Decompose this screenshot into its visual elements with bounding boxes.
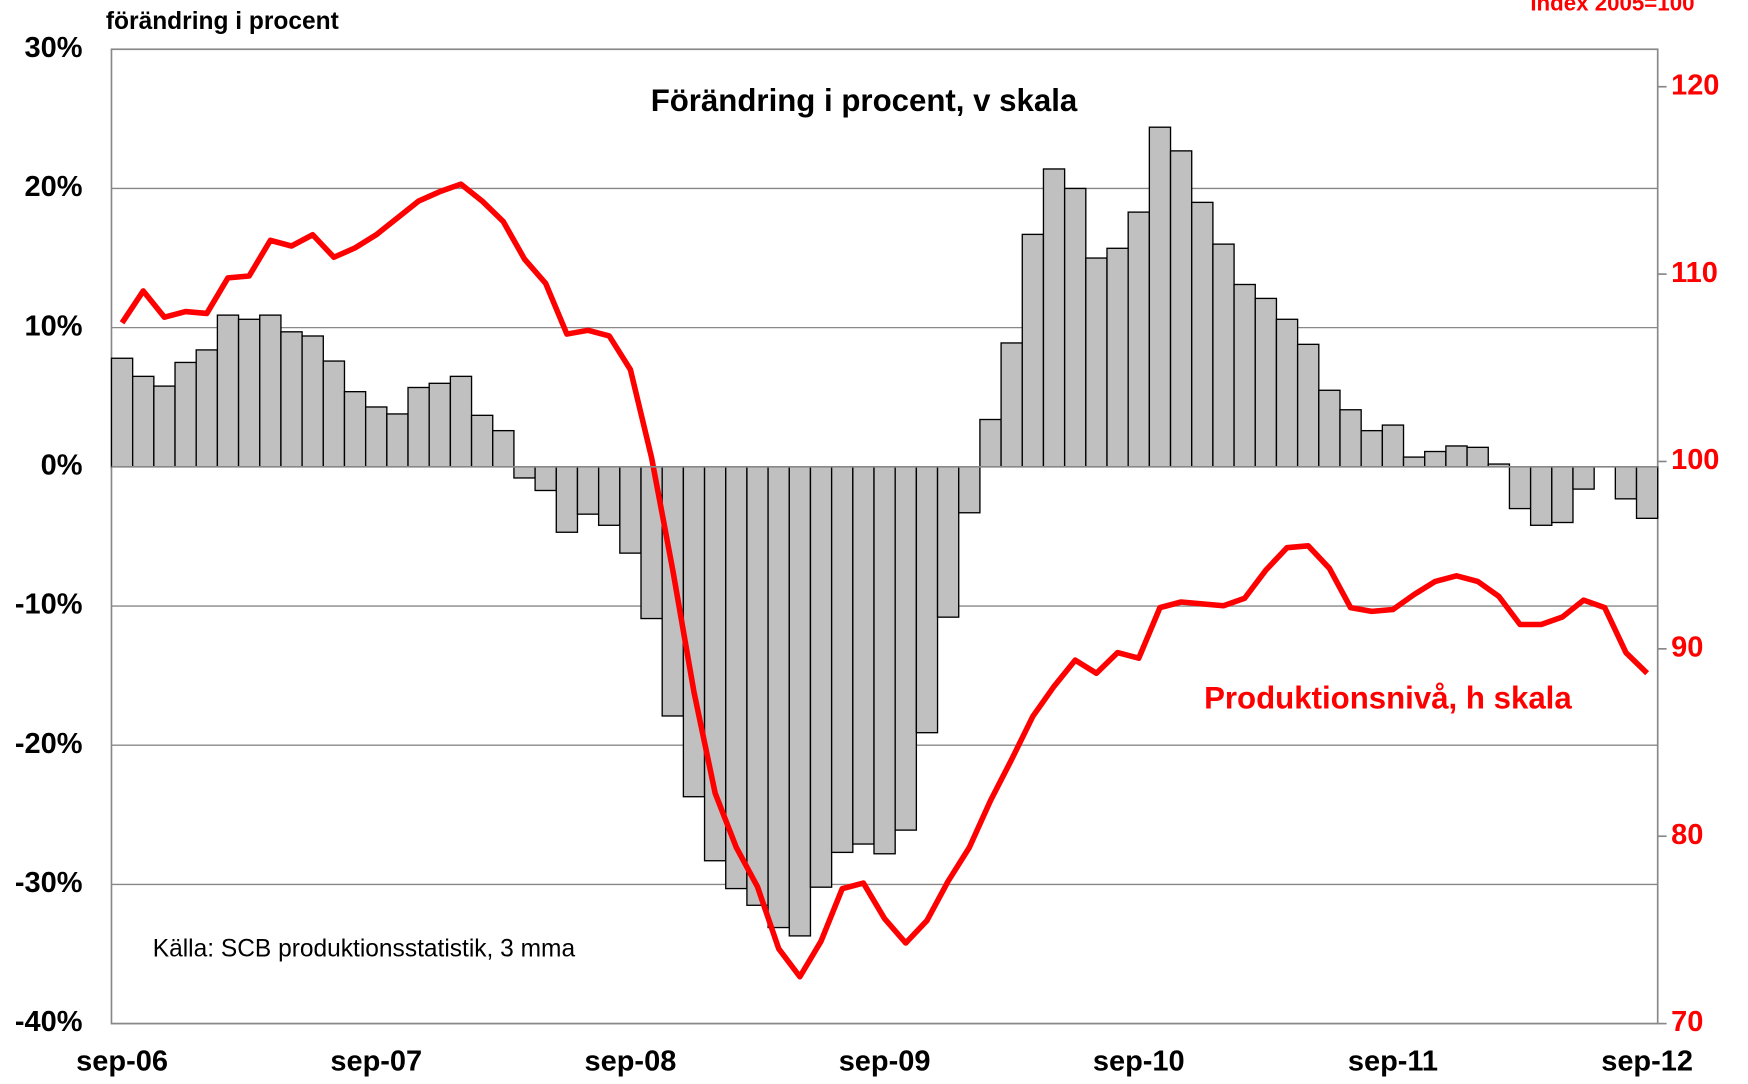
bar <box>322 360 346 468</box>
x-tick-label: sep-08 <box>585 1045 677 1077</box>
bar <box>1000 342 1023 468</box>
bar <box>1275 318 1299 468</box>
y2-axis-label: Index 2005=100 <box>1530 0 1694 16</box>
bar <box>259 314 282 468</box>
bar <box>703 466 727 862</box>
bar <box>1212 243 1235 468</box>
bar <box>979 418 1002 468</box>
bar <box>280 331 303 468</box>
bar <box>809 466 833 888</box>
bar <box>1381 424 1405 468</box>
bar <box>852 466 875 845</box>
bar <box>1339 409 1362 468</box>
bar <box>1445 445 1468 468</box>
y-tick-label: 0% <box>41 449 83 481</box>
bar <box>936 466 960 618</box>
bar <box>746 466 769 906</box>
bar <box>301 335 324 468</box>
bar <box>1169 150 1193 468</box>
bar <box>619 466 642 554</box>
bar <box>576 466 600 515</box>
bar <box>1360 429 1384 468</box>
annotation: Produktionsnivå, h skala <box>1204 681 1572 716</box>
bar <box>1572 466 1595 490</box>
y2-tick-label: 100 <box>1671 444 1719 476</box>
bar <box>407 386 430 468</box>
annotation: Förändring i procent, v skala <box>651 83 1078 118</box>
x-tick-label: sep-09 <box>839 1045 931 1077</box>
x-tick-label: sep-07 <box>330 1045 422 1077</box>
bar <box>1191 201 1214 468</box>
y2-tick-label: 110 <box>1671 257 1718 289</box>
bar <box>1551 466 1574 524</box>
bar <box>1106 247 1129 468</box>
bar <box>1508 466 1532 510</box>
y2-tick-label: 90 <box>1671 632 1703 664</box>
y-tick-label: -30% <box>15 867 83 899</box>
bar <box>767 466 790 929</box>
bar <box>449 375 473 468</box>
bar <box>915 466 939 734</box>
bar <box>1233 283 1256 468</box>
bar <box>1466 446 1489 468</box>
bar <box>110 357 134 468</box>
bar <box>597 466 621 526</box>
bar <box>513 466 536 479</box>
bar <box>830 466 854 854</box>
source-note: Källa: SCB produktionsstatistik, 3 mma <box>153 935 576 962</box>
bar <box>1614 466 1638 500</box>
bar <box>1042 168 1066 468</box>
bar <box>1529 466 1553 526</box>
bar <box>470 414 494 468</box>
bar <box>492 429 515 468</box>
bar <box>1063 187 1087 468</box>
bar <box>1148 126 1172 468</box>
y2-tick-label: 120 <box>1671 69 1719 101</box>
bar <box>1402 456 1426 468</box>
bar <box>1127 211 1151 468</box>
y-tick-label: -40% <box>15 1006 83 1038</box>
bar <box>788 466 812 937</box>
y-tick-label: -20% <box>15 728 83 760</box>
bar <box>555 466 579 533</box>
line <box>119 181 1650 980</box>
bar <box>534 466 557 492</box>
x-tick-label: sep-12 <box>1601 1045 1693 1077</box>
x-tick-label: sep-11 <box>1348 1045 1438 1077</box>
bar <box>153 385 176 468</box>
y-tick-label: 30% <box>25 32 83 64</box>
bar <box>343 390 367 468</box>
bar <box>131 375 155 468</box>
bar <box>1635 466 1659 520</box>
bar <box>1296 343 1320 468</box>
bar <box>1254 297 1278 468</box>
bar <box>894 466 918 831</box>
y-tick-label: -10% <box>15 589 83 621</box>
bar <box>1424 450 1447 468</box>
bar <box>237 318 261 468</box>
bar <box>873 466 896 855</box>
bar <box>174 361 197 468</box>
x-tick-label: sep-06 <box>76 1045 168 1077</box>
x-tick-label: sep-10 <box>1093 1045 1185 1077</box>
bar <box>364 406 388 468</box>
bar <box>428 382 452 468</box>
bar <box>958 466 981 514</box>
bar <box>1085 257 1108 468</box>
bar <box>682 466 706 798</box>
bar <box>195 349 219 468</box>
y2-tick-label: 70 <box>1671 1006 1703 1038</box>
bar <box>1021 233 1045 468</box>
y-tick-label: 10% <box>25 310 83 342</box>
bar <box>386 413 409 468</box>
bar <box>661 466 685 717</box>
y-tick-label: 20% <box>25 171 83 203</box>
y-axis-label: förändring i procent <box>106 8 339 35</box>
bar <box>1318 389 1341 468</box>
y2-tick-label: 80 <box>1671 819 1703 851</box>
bar <box>216 314 240 468</box>
